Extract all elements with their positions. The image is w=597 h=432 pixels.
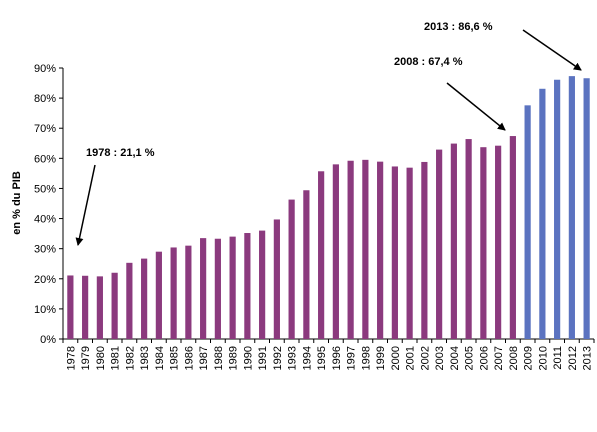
x-tick-label: 1984 xyxy=(154,346,166,370)
bar-1995 xyxy=(318,171,325,339)
bar-1990 xyxy=(244,233,251,339)
x-tick-label: 2012 xyxy=(567,346,579,370)
bars xyxy=(67,76,590,340)
x-tick-label: 2007 xyxy=(493,346,505,370)
tick-labels: 0%10%20%30%40%50%60%70%80%90%1978 1979 198… xyxy=(34,63,594,370)
x-tick-label: 1994 xyxy=(301,346,313,370)
axes xyxy=(59,67,595,343)
bar-1978 xyxy=(67,275,74,339)
x-tick-label: 2006 xyxy=(478,346,490,370)
annotation-label: 2013 : 86,6 % xyxy=(424,21,493,33)
x-tick-label: 1998 xyxy=(360,346,372,370)
x-tick-label: 1979 xyxy=(80,346,92,370)
x-tick-label: 2011 xyxy=(552,346,564,370)
x-tick-label: 1996 xyxy=(331,346,343,370)
x-tick-label: 2004 xyxy=(449,346,461,370)
bar-1986 xyxy=(185,245,192,339)
bar-1993 xyxy=(288,199,295,339)
annotation-arrow xyxy=(75,164,96,246)
bar-2010 xyxy=(539,88,546,339)
y-axis-label: en % du PIB xyxy=(11,171,23,235)
bar-2013 xyxy=(583,78,590,339)
y-tick-label: 30% xyxy=(34,244,56,256)
x-tick-label: 1989 xyxy=(228,346,240,370)
x-tick-label: 2008 xyxy=(508,346,520,370)
x-tick-label: 1992 xyxy=(272,346,284,370)
bar-2012 xyxy=(568,76,575,339)
bar-2011 xyxy=(554,79,561,339)
annotation-arrow xyxy=(522,29,582,71)
x-tick-label: 1986 xyxy=(183,346,195,370)
bar-1994 xyxy=(303,190,310,339)
bar-2001 xyxy=(406,167,413,339)
annotation-label: 1978 : 21,1 % xyxy=(86,147,155,159)
y-tick-label: 70% xyxy=(34,123,56,135)
y-tick-label: 20% xyxy=(34,274,56,286)
annotation-label: 2008 : 67,4 % xyxy=(394,56,463,68)
bar-1984 xyxy=(155,251,162,339)
bar-1991 xyxy=(259,230,266,339)
y-tick-label: 90% xyxy=(34,63,56,75)
x-tick-label: 2002 xyxy=(419,346,431,370)
bar-1988 xyxy=(214,238,221,339)
x-tick-label: 1987 xyxy=(198,346,210,370)
x-tick-label: 2001 xyxy=(405,346,417,370)
y-tick-label: 40% xyxy=(34,214,56,226)
bar-2004 xyxy=(450,143,457,339)
bar-1989 xyxy=(229,236,236,339)
x-tick-label: 2003 xyxy=(434,346,446,370)
bar-2003 xyxy=(436,149,443,339)
bar-1996 xyxy=(332,164,339,339)
x-tick-label: 1980 xyxy=(95,346,107,370)
x-tick-label: 1985 xyxy=(169,346,181,370)
bar-1981 xyxy=(111,272,118,339)
x-tick-label: 2010 xyxy=(537,346,549,370)
bar-2005 xyxy=(465,139,472,339)
x-tick-label: 1999 xyxy=(375,346,387,370)
bar-2007 xyxy=(495,145,502,339)
x-tick-label: 2000 xyxy=(390,346,402,370)
bar-1998 xyxy=(362,159,369,339)
x-tick-label: 1991 xyxy=(257,346,269,370)
bar-1992 xyxy=(273,219,280,339)
y-tick-label: 0% xyxy=(40,334,56,346)
bar-1982 xyxy=(126,262,133,339)
x-tick-label: 1981 xyxy=(110,346,122,370)
x-tick-label: 2005 xyxy=(464,346,476,370)
x-tick-label: 1993 xyxy=(287,346,299,370)
bar-1985 xyxy=(170,247,177,339)
bar-2002 xyxy=(421,161,428,339)
annotations: 1978 : 21,1 % 2008 : 67,4 % 2013 : 86,6 % xyxy=(75,21,582,246)
bar-2008 xyxy=(509,136,516,339)
y-tick-label: 50% xyxy=(34,183,56,195)
x-tick-label: 1990 xyxy=(242,346,254,370)
bar-1987 xyxy=(200,238,207,339)
x-tick-label: 2013 xyxy=(582,346,594,370)
x-tick-label: 2009 xyxy=(523,346,535,370)
y-tick-label: 10% xyxy=(34,304,56,316)
x-tick-label: 1995 xyxy=(316,346,328,370)
x-tick-label: 1997 xyxy=(346,346,358,370)
bar-1980 xyxy=(96,276,103,339)
bar-1979 xyxy=(82,275,89,339)
bar-1983 xyxy=(141,258,148,339)
y-tick-label: 60% xyxy=(34,153,56,165)
x-tick-label: 1978 xyxy=(65,346,77,370)
bar-2000 xyxy=(391,166,398,339)
bar-1999 xyxy=(377,161,384,339)
x-tick-label: 1983 xyxy=(139,346,151,370)
x-tick-label: 1982 xyxy=(124,346,136,370)
x-tick-label: 1988 xyxy=(213,346,225,370)
annotation-arrow xyxy=(446,82,506,131)
y-tick-label: 80% xyxy=(34,93,56,105)
bar-2009 xyxy=(524,105,531,340)
bar-1997 xyxy=(347,160,354,339)
bar-2006 xyxy=(480,147,487,339)
